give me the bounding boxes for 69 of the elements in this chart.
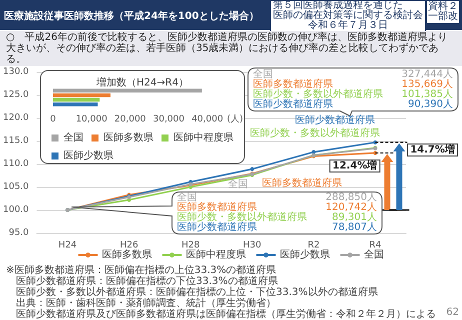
text: 医師少数・多数以外都道府県：医師偏在指標の上位・下位33.3%以外の都道府県: [15, 287, 379, 298]
legend-label: 全国: [364, 248, 384, 260]
annotation: 全国: [253, 68, 274, 80]
annotation: 医師少数都道府県: [295, 115, 375, 126]
legend-label: 医師少数県: [64, 150, 114, 162]
y-tick-label: 125.0: [3, 90, 30, 100]
x-axis-title: (人): [226, 114, 244, 124]
text: 資料２: [428, 1, 458, 12]
x-tick-label: 40,000: [192, 114, 224, 124]
annotation: 医師少数都道府県: [253, 98, 334, 110]
y-tick-label: 100.0: [3, 205, 30, 215]
legend-label: 医師少数県: [280, 248, 330, 260]
annotation: 288,850人: [326, 192, 377, 203]
text: （厚生労働省：令和２年２月）による: [266, 309, 436, 320]
annotation: 120,742人: [326, 202, 377, 213]
chart-title: 医療施設従事医師数推移（平成24年を100とした場合）: [4, 10, 259, 23]
bar: [53, 93, 110, 98]
y-tick-label: 110.0: [3, 159, 30, 169]
y-tick-label: 130.0: [3, 67, 30, 77]
legend-label: 医師中程度県: [186, 248, 246, 260]
legend-label: 医師多数県: [102, 248, 152, 260]
annotation: 12.4%増: [330, 159, 380, 172]
chart-title: 増加数（H24→R4）: [96, 76, 188, 88]
text: 令和６年７月３日: [307, 20, 389, 31]
y-tick-label: 105.0: [3, 182, 30, 192]
bar: [53, 88, 202, 93]
legend-label: 医師多数県: [104, 132, 154, 144]
text: 医師の偏在対策等に関する検討会: [273, 10, 423, 21]
x-tick-label: R4: [369, 240, 382, 250]
y-tick-label: 120.0: [3, 113, 30, 123]
annotation: 101,385人: [402, 88, 453, 100]
x-tick-label: H28: [181, 240, 200, 250]
annotation: 全国: [228, 179, 248, 190]
annotation: 135,669人: [402, 78, 453, 90]
text: 医師少数都道府県：医師偏在指標の下位33.3%の都道府県: [15, 276, 279, 287]
legend-label: 医師中程度県: [174, 132, 234, 144]
point: [250, 167, 254, 172]
text: 62: [446, 307, 459, 318]
text: 医師少数都道府県及び医師多数都道府県は医師偏在指標: [16, 309, 266, 320]
annotation: 327,444人: [402, 68, 453, 80]
x-tick-label: 30,000: [153, 114, 185, 124]
source-note: 出典：医師・歯科医師・薬剤師調査、統計（厚生労働省）: [15, 298, 277, 309]
x-tick-label: H24: [58, 240, 77, 250]
annotation: 14.7%増: [407, 144, 458, 157]
bar: [53, 98, 100, 102]
annotation: 医師少数・多数以外都道府県: [253, 88, 383, 100]
text: ※医師多数都道府県：医師偏在指標の上位33.3%の都道府県: [6, 265, 278, 276]
text: 90,390人: [407, 98, 453, 110]
x-tick-label: 0: [50, 114, 56, 124]
bar: [53, 102, 98, 106]
annotation: 医師多数都道府県: [177, 202, 257, 213]
y-tick-label: 95.0: [8, 228, 30, 238]
y-tick-label: 115.0: [3, 136, 30, 146]
annotation: 医師少数都道府県: [177, 222, 258, 233]
chart-subtitle: ○ 平成26年の前後で比較すると、医師少数都道府県の医師数の伸び率は、医師多数都道府県より大きいが、その伸び率の差は、若手医師（35歳未満）における伸び率の差と比較してわずかである。: [0, 31, 462, 66]
annotation: 医師少数・多数以外都道府県: [250, 128, 380, 139]
x-tick-label: 10,000: [76, 114, 108, 124]
x-tick-label: H26: [120, 240, 138, 250]
annotation: 医師多数都道府県: [262, 178, 342, 189]
legend-label: 全国: [64, 132, 84, 144]
annotation: 89,301人: [331, 212, 377, 223]
x-tick-label: 20,000: [114, 114, 146, 124]
annotation: 78,807人: [331, 222, 377, 233]
x-tick-label: H30: [243, 240, 262, 250]
annotation: 全国: [177, 192, 198, 203]
x-tick-label: R2: [308, 240, 320, 250]
text: 一部改: [428, 11, 458, 22]
annotation: 医師多数都道府県: [253, 78, 333, 90]
annotation: 医師少数・多数以外都道府県: [177, 212, 307, 223]
